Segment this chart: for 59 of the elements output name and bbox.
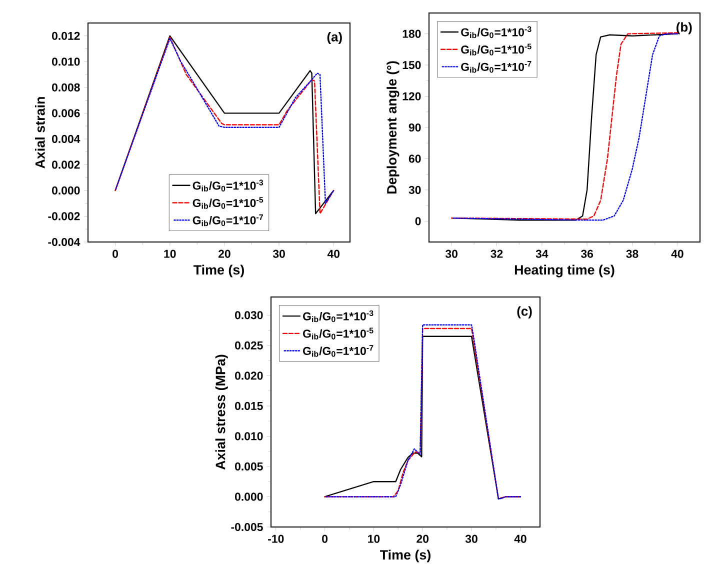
y-tick-label: -0.002 (48, 212, 80, 220)
legend-label: G$_{ib}$/G$_{0}$=1*10$^{-3}$ (192, 180, 264, 192)
y-axis-title: Deployment angle (°) (386, 61, 400, 194)
x-tick-label: 36 (580, 250, 594, 258)
x-tick-label: 20 (218, 250, 230, 258)
y-tick-label: 0 (415, 217, 421, 226)
x-tick-label: 30 (465, 534, 478, 543)
annotation: (b) (676, 22, 692, 34)
y-tick-label: 0.004 (52, 134, 80, 143)
x-axis-title: Time (s) (193, 264, 244, 278)
y-tick-label: 0.015 (235, 402, 263, 410)
x-tick-label: 40 (514, 534, 526, 543)
y-tick-label: 0.000 (52, 186, 80, 195)
x-tick-label: 10 (368, 534, 380, 543)
x-tick-label: 34 (536, 250, 548, 258)
y-tick-label: 0.020 (235, 372, 263, 380)
y-tick-label: 150 (402, 60, 421, 70)
x-tick-label: 40 (671, 250, 684, 258)
legend-label: G$_{ib}$/G$_{0}$=1*10$^{-5}$ (192, 197, 264, 209)
y-tick-label: 0.010 (235, 432, 263, 440)
y-tick-label: 120 (402, 92, 421, 100)
y-tick-label: -0.005 (231, 522, 263, 532)
x-tick-label: 40 (327, 250, 340, 258)
legend-label: G$_{ib}$/G$_{0}$=1*10$^{-3}$ (461, 26, 532, 38)
y-tick-label: 0.002 (52, 160, 80, 169)
annotation: (a) (327, 32, 342, 44)
legend-label: G$_{ib}$/G$_{0}$=1*10$^{-7}$ (461, 61, 532, 73)
x-tick-label: 38 (626, 250, 638, 258)
x-tick-label: 32 (490, 250, 503, 258)
legend-label: G$_{ib}$/G$_{0}$=1*10$^{-7}$ (192, 214, 263, 226)
x-tick-label: 30 (445, 250, 458, 258)
legend-label: G$_{ib}$/G$_{0}$=1*10$^{-3}$ (303, 310, 374, 322)
y-tick-label: 60 (408, 154, 421, 163)
legend-label: G$_{ib}$/G$_{0}$=1*10$^{-5}$ (461, 44, 532, 56)
x-tick-label: 20 (416, 534, 429, 543)
x-tick-label: -10 (268, 534, 284, 543)
annotation: (c) (517, 306, 532, 318)
y-tick-label: 0.008 (52, 83, 80, 92)
y-tick-label: -0.004 (48, 238, 80, 246)
x-tick-label: 10 (164, 250, 176, 258)
legend-label: G$_{ib}$/G$_{0}$=1*10$^{-5}$ (303, 328, 374, 340)
legend-label: G$_{ib}$/G$_{0}$=1*10$^{-7}$ (303, 345, 374, 357)
x-tick-label: 0 (112, 250, 118, 258)
y-tick-label: 0.010 (52, 58, 80, 66)
y-tick-label: 0.012 (52, 32, 80, 40)
y-axis-title: Axial stress (MPa) (215, 354, 228, 470)
x-axis-title: Heating time (s) (514, 264, 614, 278)
x-axis-title: Time (s) (380, 550, 430, 562)
y-tick-label: 0.000 (235, 492, 263, 501)
y-axis-title: Axial strain (35, 97, 45, 168)
x-tick-label: 0 (322, 534, 328, 543)
y-tick-label: 30 (408, 186, 421, 194)
y-tick-label: 90 (408, 123, 421, 132)
x-tick-label: 30 (272, 250, 285, 258)
y-tick-label: 0.025 (235, 341, 263, 350)
y-tick-label: 0.006 (52, 109, 80, 118)
y-tick-label: 180 (402, 30, 421, 38)
y-tick-label: 0.005 (235, 462, 263, 471)
y-tick-label: 0.030 (235, 311, 263, 320)
